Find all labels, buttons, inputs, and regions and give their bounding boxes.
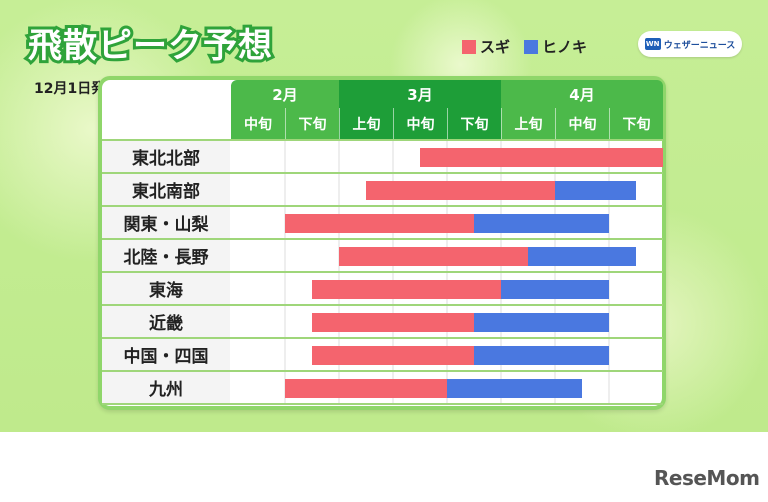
weathernews-label: ウェザーニュース [663, 40, 736, 51]
region-label: 東海 [102, 272, 230, 305]
bar-hinoki-6 [474, 313, 609, 332]
bar-hinoki-3 [474, 214, 609, 233]
region-label: 関東・山梨 [102, 206, 230, 239]
bar-sugi-1 [420, 148, 663, 167]
bar-sugi-7 [312, 346, 474, 365]
resemom-logo: ReseMom [654, 466, 760, 490]
region-label: 東北北部 [102, 140, 230, 173]
bar-hinoki-2 [555, 181, 636, 200]
legend-label-sugi: スギ [480, 38, 511, 56]
period-header-6: 上旬 [501, 108, 555, 140]
period-header-3: 上旬 [339, 108, 393, 140]
bar-hinoki-4 [528, 247, 636, 266]
period-header-5: 下旬 [447, 108, 501, 140]
bar-hinoki-5 [501, 280, 609, 299]
bar-sugi-3 [285, 214, 474, 233]
region-label: 九州 [102, 371, 230, 404]
bar-sugi-5 [312, 280, 501, 299]
bar-hinoki-7 [474, 346, 609, 365]
legend-swatch-hinoki [524, 39, 539, 54]
weathernews-logo-icon: WN [644, 38, 661, 50]
period-header-1: 中旬 [231, 108, 285, 140]
region-label: 北陸・長野 [102, 239, 230, 272]
month-header-1: 2月 [231, 80, 339, 108]
period-header-7: 中旬 [555, 108, 609, 140]
bar-sugi-6 [312, 313, 474, 332]
region-label: 東北南部 [102, 173, 230, 206]
period-header-2: 下旬 [285, 108, 339, 140]
legend-label-hinoki: ヒノキ [542, 38, 588, 56]
legend: スギ ヒノキ [462, 36, 587, 57]
month-header-2: 3月 [339, 80, 501, 108]
bar-sugi-4 [339, 247, 528, 266]
region-label: 近畿 [102, 305, 230, 338]
weathernews-badge: WN ウェザーニュース [638, 31, 742, 57]
legend-item-hinoki: ヒノキ [524, 36, 587, 57]
month-header-3: 4月 [501, 80, 663, 108]
region-label: 中国・四国 [102, 338, 230, 371]
legend-swatch-sugi [462, 39, 476, 54]
bar-sugi-8 [285, 379, 447, 398]
announcement-date: 12月1日発表 [34, 81, 120, 97]
bar-sugi-2 [366, 181, 555, 200]
legend-item-sugi: スギ [462, 36, 510, 57]
chart-title: 飛散ピーク予想 [25, 23, 275, 69]
period-header-4: 中旬 [393, 108, 447, 140]
period-header-8: 下旬 [609, 108, 663, 140]
bar-hinoki-8 [447, 379, 582, 398]
